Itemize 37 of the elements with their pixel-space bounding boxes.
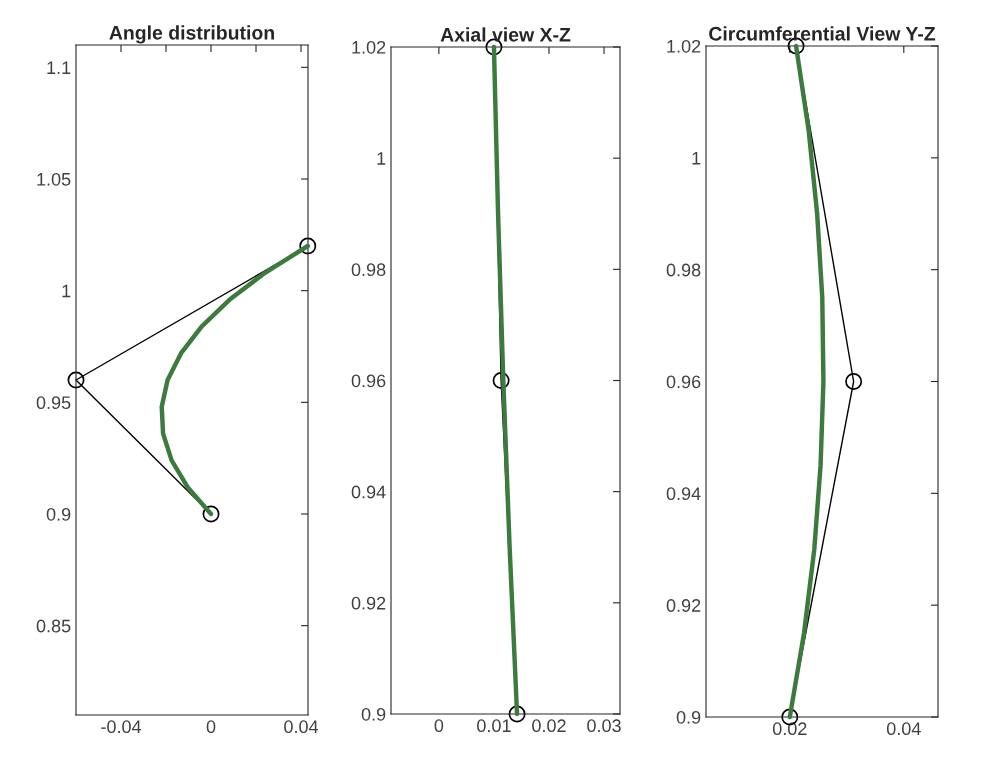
y-tick-label: 0.95	[36, 396, 71, 410]
chart-title: Axial view X-Z	[440, 27, 571, 42]
point	[845, 373, 863, 390]
x-tick-label: 0.03	[587, 719, 621, 733]
y-tick-label: 1.1	[47, 61, 71, 74]
y-tick-label: 1	[692, 151, 701, 165]
y-tick-label: 1.05	[37, 172, 71, 186]
point	[492, 372, 510, 389]
point	[202, 505, 220, 523]
y-tick-label: 1.02	[667, 39, 701, 53]
x-tick-label: 0	[206, 720, 216, 734]
y-tick-label: 0.98	[666, 263, 701, 277]
y-tick-label: 0.9	[46, 507, 71, 521]
x-tick-label: 0	[434, 719, 444, 733]
x-tick-label: 0.02	[532, 719, 566, 733]
y-tick-label: 1	[62, 284, 71, 298]
y-tick-label: 0.92	[351, 596, 386, 610]
x-tick-label: 0.04	[284, 720, 319, 734]
chart-title: Angle distribution	[109, 25, 274, 44]
y-tick-label: 0.9	[676, 710, 701, 724]
y-tick-label: 0.96	[666, 375, 701, 389]
x-tick-label: 0.02	[772, 722, 807, 736]
point	[299, 237, 317, 255]
y-tick-label: 0.94	[666, 487, 701, 501]
point	[67, 371, 85, 389]
y-tick-label: 0.98	[351, 263, 386, 277]
chart-title: Circumferential View Y-Z	[709, 26, 936, 41]
y-tick-label: 1.02	[352, 40, 386, 54]
x-tick-label: 0.01	[477, 719, 511, 733]
y-tick-label: 0.94	[351, 485, 386, 499]
x-tick-label: -0.04	[101, 720, 142, 734]
y-tick-label: 1	[377, 152, 386, 165]
y-tick-label: 0.85	[36, 619, 71, 633]
x-tick-label: 0.04	[886, 722, 921, 736]
y-tick-label: 0.96	[351, 374, 386, 388]
y-tick-label: 0.9	[361, 707, 386, 721]
y-tick-label: 0.92	[666, 599, 701, 612]
